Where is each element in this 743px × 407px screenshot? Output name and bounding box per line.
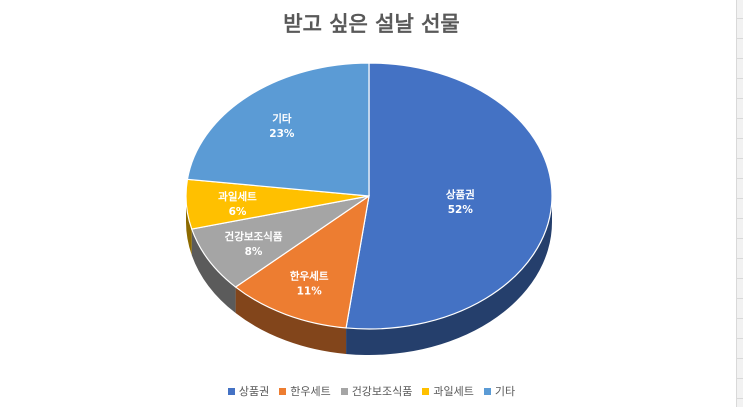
- data-label-category: 상품권: [446, 188, 475, 201]
- pie-slice-other: [186, 62, 370, 197]
- legend: 상품권 한우세트 건강보조식품 과일세트 기타: [0, 383, 743, 399]
- data-label-gift-card: 상품권 52%: [446, 188, 475, 216]
- sheet-grid-line: [737, 118, 743, 119]
- legend-label: 과일세트: [433, 385, 474, 398]
- data-label-health-supplement: 건강보조식품 8%: [225, 230, 283, 258]
- pie-slice-hanwoo-set: [234, 194, 370, 329]
- legend-item-gift-card: 상품권: [227, 383, 270, 399]
- sheet-grid-line: [737, 158, 743, 159]
- legend-label: 상품권: [238, 385, 270, 398]
- pie-side-walls: [186, 196, 552, 356]
- sheet-grid-line: [737, 38, 743, 39]
- sheet-grid-line: [737, 98, 743, 99]
- data-label-value: 52%: [448, 204, 474, 216]
- sheet-grid-line: [737, 338, 743, 339]
- sheet-grid-line: [737, 198, 743, 199]
- pie-slices: [185, 62, 553, 330]
- data-label-value: 11%: [297, 285, 323, 297]
- legend-swatch: [340, 387, 348, 395]
- chart-title: 받고 싶은 설날 선물: [283, 12, 460, 36]
- sheet-grid-line: [737, 138, 743, 139]
- data-label-value: 23%: [269, 128, 295, 140]
- sheet-grid-line: [737, 218, 743, 219]
- sheet-grid-line: [737, 58, 743, 59]
- legend-swatch: [483, 387, 491, 395]
- legend-label: 한우세트: [290, 385, 331, 398]
- sheet-grid-line: [737, 378, 743, 379]
- sheet-grid-line: [737, 358, 743, 359]
- legend-swatch: [422, 387, 430, 395]
- sheet-grid-line: [737, 78, 743, 79]
- pie-side-gift-card: [346, 196, 552, 356]
- legend-swatch: [227, 387, 235, 395]
- sheet-grid-line: [737, 18, 743, 19]
- window-edge: [736, 0, 743, 407]
- legend-item-health-supplement: 건강보조식품: [340, 383, 413, 399]
- sheet-grid-line: [737, 178, 743, 179]
- sheet-grid-line: [737, 278, 743, 279]
- data-label-category: 기타: [272, 112, 292, 125]
- legend-item-hanwoo-set: 한우세트: [279, 383, 331, 399]
- pie-side-fruit-set: [186, 196, 192, 256]
- legend-label: 기타: [494, 385, 516, 398]
- data-label-other: 기타 23%: [269, 112, 295, 140]
- sheet-grid-line: [737, 318, 743, 319]
- data-label-value: 6%: [229, 206, 247, 218]
- legend-label: 건강보조식품: [351, 385, 413, 398]
- data-label-value: 8%: [245, 246, 263, 258]
- data-label-category: 건강보조식품: [225, 230, 283, 243]
- sheet-grid-line: [737, 298, 743, 299]
- sheet-grid-line: [737, 238, 743, 239]
- data-label-category: 한우세트: [290, 269, 329, 282]
- sheet-grid-line: [737, 258, 743, 259]
- pie-slice-health-supplement: [190, 195, 370, 288]
- sheet-grid-line: [737, 398, 743, 399]
- data-labels: 상품권 52% 한우세트 11% 건강보조식품 8% 과일세트 6% 기타 23%: [218, 112, 475, 297]
- legend-item-other: 기타: [483, 383, 516, 399]
- legend-item-fruit-set: 과일세트: [422, 383, 474, 399]
- legend-swatch: [279, 387, 287, 395]
- pie-side-hanwoo-set: [235, 287, 347, 354]
- pie-slice-gift-card: [345, 62, 553, 330]
- data-label-fruit-set: 과일세트 6%: [218, 190, 257, 218]
- data-label-category: 과일세트: [218, 190, 257, 203]
- data-label-hanwoo-set: 한우세트 11%: [290, 269, 329, 297]
- pie-side-health-supplement: [191, 229, 236, 314]
